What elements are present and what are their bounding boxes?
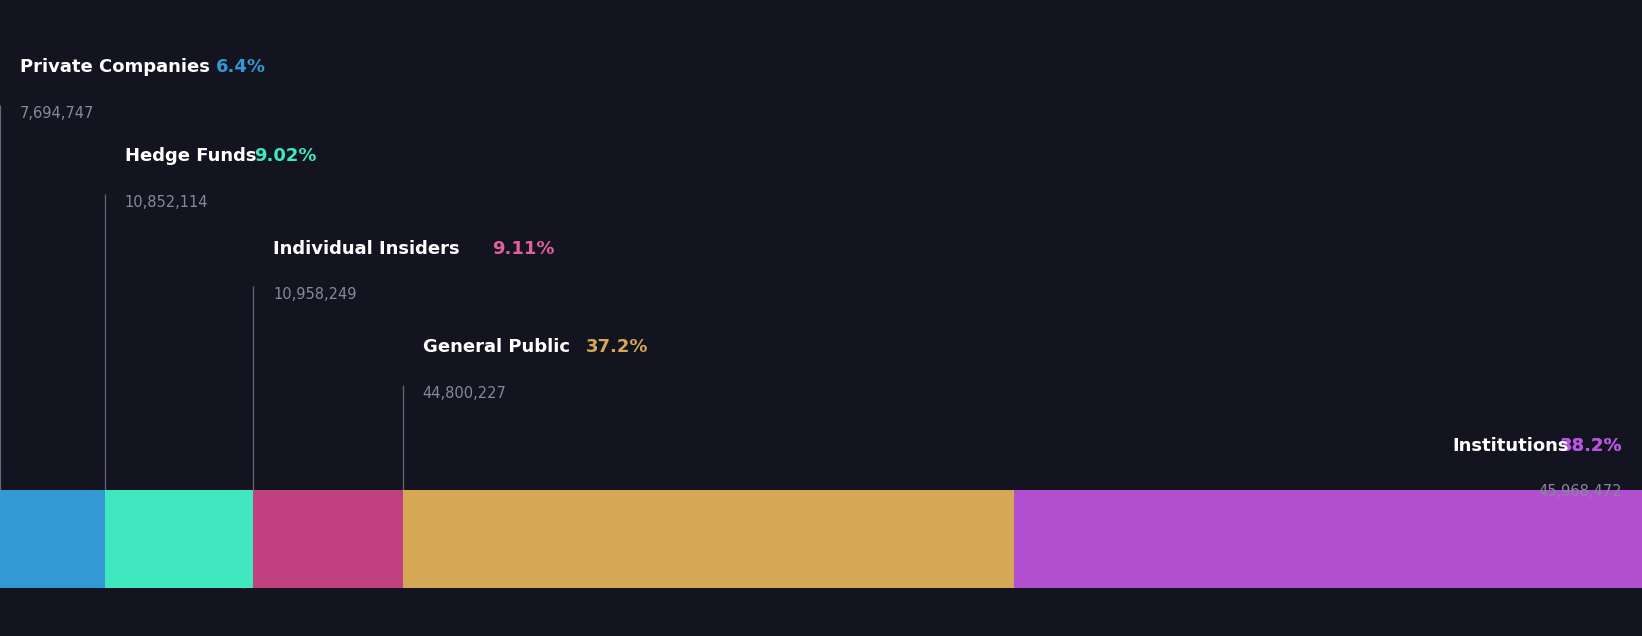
Text: 7,694,747: 7,694,747 (20, 106, 94, 121)
Text: 38.2%: 38.2% (1560, 437, 1622, 455)
Text: 9.11%: 9.11% (493, 240, 555, 258)
Text: Private Companies: Private Companies (20, 59, 210, 76)
Bar (402, 490, 1015, 588)
Text: 45,968,472: 45,968,472 (1539, 484, 1622, 499)
Text: 6.4%: 6.4% (217, 59, 266, 76)
Bar (1015, 490, 1642, 588)
Text: 37.2%: 37.2% (586, 338, 649, 356)
Text: 10,852,114: 10,852,114 (125, 195, 209, 210)
Text: General Public: General Public (422, 338, 570, 356)
Text: Institutions: Institutions (1453, 437, 1570, 455)
Bar (105, 490, 253, 588)
Text: Hedge Funds: Hedge Funds (125, 148, 256, 165)
Bar (253, 490, 402, 588)
Text: 38.2%: 38.2% (1560, 437, 1622, 455)
Text: 10,958,249: 10,958,249 (273, 287, 356, 302)
Text: 9.02%: 9.02% (255, 148, 317, 165)
Bar (0, 490, 105, 588)
Text: 44,800,227: 44,800,227 (422, 385, 507, 401)
Text: Individual Insiders: Individual Insiders (273, 240, 460, 258)
Text: Institutions  38.2%: Institutions 38.2% (1430, 437, 1622, 455)
